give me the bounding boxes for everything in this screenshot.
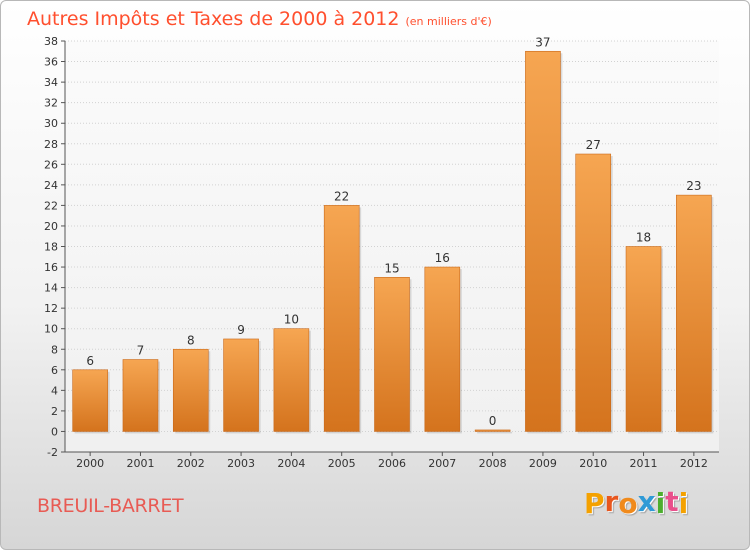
bar-2006 bbox=[374, 277, 410, 432]
value-label-2010: 27 bbox=[586, 138, 601, 152]
x-tick-label: 2000 bbox=[76, 457, 104, 470]
y-tick-label: 26 bbox=[44, 158, 58, 171]
x-tick-label: 2004 bbox=[277, 457, 305, 470]
value-label-2011: 18 bbox=[636, 231, 651, 245]
bars bbox=[72, 50, 714, 434]
x-tick-label: 2007 bbox=[428, 457, 456, 470]
x-tick-label: 2012 bbox=[680, 457, 708, 470]
commune-name: BREUIL-BARRET bbox=[37, 495, 184, 517]
y-tick-label: 22 bbox=[44, 199, 58, 212]
x-tick-label: 2011 bbox=[630, 457, 658, 470]
bar-2009 bbox=[525, 50, 561, 432]
y-tick-label: 38 bbox=[44, 35, 58, 48]
chart-title: Autres Impôts et Taxes de 2000 à 2012 (en… bbox=[27, 8, 492, 30]
x-tick-label: 2006 bbox=[378, 457, 406, 470]
value-label-2001: 7 bbox=[137, 344, 145, 358]
value-label-2004: 10 bbox=[284, 313, 299, 327]
y-tick-label: 36 bbox=[44, 56, 58, 69]
value-label-2002: 8 bbox=[187, 333, 195, 347]
x-tick-label: 2003 bbox=[227, 457, 255, 470]
logo-letter: P bbox=[584, 487, 605, 520]
logo-letter: i bbox=[678, 487, 689, 520]
logo-letter: t bbox=[665, 485, 679, 518]
y-tick-label: 0 bbox=[51, 425, 58, 438]
bar-2002 bbox=[172, 348, 209, 432]
bar-2003 bbox=[223, 338, 259, 432]
y-tick-label: 8 bbox=[51, 343, 58, 356]
y-tick-label: 30 bbox=[44, 117, 58, 130]
y-tick-label: 24 bbox=[44, 179, 58, 192]
bar-2004 bbox=[273, 328, 310, 432]
value-label-2009: 37 bbox=[535, 35, 550, 49]
y-tick-label: 12 bbox=[44, 302, 58, 315]
x-tick-label: 2010 bbox=[579, 457, 607, 470]
logo-letter: o bbox=[618, 487, 638, 520]
chart-title-unit: (en milliers d'€) bbox=[405, 15, 492, 28]
x-tick-label: 2009 bbox=[529, 457, 557, 470]
x-tick-label: 2005 bbox=[328, 457, 356, 470]
bar-shadow bbox=[477, 431, 513, 434]
value-label-2005: 22 bbox=[334, 189, 349, 203]
chart-title-main: Autres Impôts et Taxes de 2000 à 2012 bbox=[27, 8, 400, 30]
logo-letter: i bbox=[655, 487, 666, 520]
logo-letter: r bbox=[604, 485, 619, 518]
bar-2010 bbox=[575, 153, 612, 432]
bar-2001 bbox=[122, 359, 159, 432]
y-tick-label: 16 bbox=[44, 261, 58, 274]
bar-2005 bbox=[323, 205, 360, 432]
proxiti-logo[interactable]: Proxiti bbox=[584, 485, 689, 520]
x-tick-label: 2008 bbox=[479, 457, 507, 470]
bar-2000 bbox=[72, 369, 108, 432]
y-tick-label: 4 bbox=[51, 384, 58, 397]
value-label-2008: 0 bbox=[489, 414, 497, 428]
value-label-2000: 6 bbox=[86, 354, 94, 368]
value-label-2012: 23 bbox=[686, 179, 701, 193]
y-tick-label: -2 bbox=[47, 446, 58, 459]
y-tick-label: 18 bbox=[44, 241, 58, 254]
bar-2008 bbox=[474, 429, 511, 432]
y-tick-label: 14 bbox=[44, 282, 58, 295]
y-tick-label: 32 bbox=[44, 97, 58, 110]
x-tick-label: 2002 bbox=[177, 457, 205, 470]
y-tick-label: 20 bbox=[44, 220, 58, 233]
value-label-2006: 15 bbox=[384, 261, 399, 275]
bar-2012 bbox=[676, 194, 712, 432]
bar-2011 bbox=[625, 246, 662, 432]
bar-2007 bbox=[424, 266, 461, 432]
y-tick-label: 34 bbox=[44, 76, 58, 89]
x-tick-label: 2001 bbox=[126, 457, 154, 470]
logo-letter: x bbox=[637, 485, 656, 518]
y-tick-label: 6 bbox=[51, 364, 58, 377]
y-tick-label: 28 bbox=[44, 138, 58, 151]
value-labels: 6 7 8 9 10 22 15 16 0 37 27 18 23 bbox=[86, 35, 701, 428]
y-tick-label: 10 bbox=[44, 323, 58, 336]
value-label-2007: 16 bbox=[435, 251, 450, 265]
x-axis: 2000 2001 2002 2003 2004 2005 2006 2007 2008 2009… bbox=[65, 451, 719, 470]
y-tick-label: 2 bbox=[51, 405, 58, 418]
value-label-2003: 9 bbox=[237, 323, 245, 337]
